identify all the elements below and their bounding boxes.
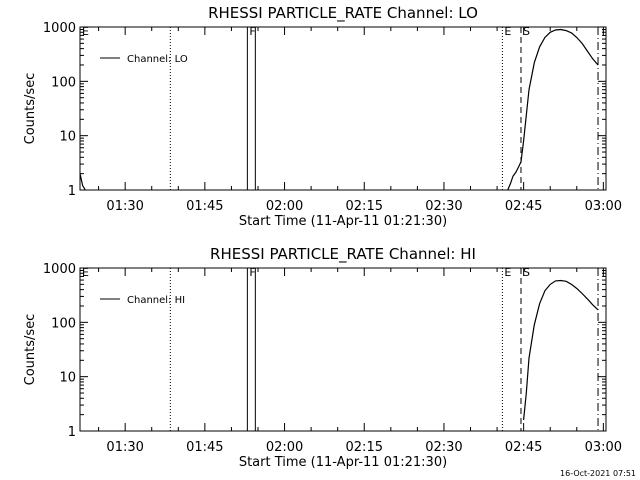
event-marker-label: S: [523, 266, 530, 279]
x-tick-label: 02:45: [505, 440, 542, 455]
x-tick-label: 01:45: [186, 440, 223, 455]
x-tick-label: 02:45: [505, 199, 542, 214]
data-series-line: [523, 279, 599, 420]
x-tick-label: 01:30: [106, 440, 143, 455]
x-tick-label: 02:00: [266, 199, 303, 214]
x-tick-label: 03:00: [585, 199, 622, 214]
data-series-line: [507, 28, 599, 191]
chart-panel-hi: RHESSI PARTICLE_RATE Channel: HI 01:30 01:…: [23, 245, 622, 470]
y-tick-label: 10: [59, 371, 76, 386]
x-tick-label: 02:30: [425, 440, 462, 455]
x-axis-label: Start Time (11-Apr-11 01:21:30): [239, 214, 447, 229]
y-tick-label: 10: [59, 130, 76, 145]
chart-panel-lo: RHESSI PARTICLE_RATE Channel: LO 01:30 01:…: [23, 4, 622, 229]
plot-frame: [79, 267, 607, 432]
event-marker-label: S: [523, 25, 530, 38]
y-tick-label: 1: [68, 184, 76, 199]
data-series-line: [79, 173, 86, 191]
event-marker-label: E: [504, 266, 511, 279]
x-tick-label: 02:30: [425, 199, 462, 214]
event-marker-label: F: [249, 266, 255, 279]
x-axis-label: Start Time (11-Apr-11 01:21:30): [239, 455, 447, 470]
event-marker-label: E: [82, 25, 89, 38]
chart-title: RHESSI PARTICLE_RATE Channel: HI: [210, 245, 476, 264]
y-tick-label: 100: [51, 75, 76, 90]
x-tick-label: 01:45: [186, 199, 223, 214]
event-marker-label: E: [504, 25, 511, 38]
event-marker-label: F: [249, 25, 255, 38]
x-tick-label: 02:15: [346, 199, 383, 214]
y-axis-label: Counts/sec: [23, 314, 38, 386]
chart-title: RHESSI PARTICLE_RATE Channel: LO: [208, 4, 478, 23]
y-tick-label: 1: [68, 425, 76, 440]
legend-label: Channel: HI: [127, 295, 185, 306]
legend-label: Channel: LO: [127, 54, 188, 65]
y-tick-label: 1000: [43, 262, 76, 277]
event-marker-label: E: [82, 266, 89, 279]
footer-timestamp: 16-Oct-2021 07:51: [560, 469, 636, 478]
x-tick-label: 03:00: [585, 440, 622, 455]
x-tick-label: 02:15: [346, 440, 383, 455]
y-tick-label: 1000: [43, 21, 76, 36]
x-tick-label: 02:00: [266, 440, 303, 455]
x-tick-label: 01:30: [106, 199, 143, 214]
y-tick-label: 100: [51, 316, 76, 331]
y-axis-label: Counts/sec: [23, 73, 38, 145]
